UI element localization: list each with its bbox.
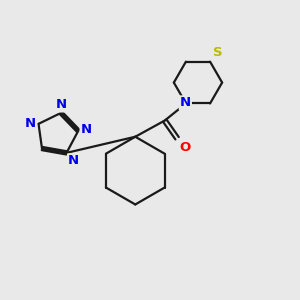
Text: O: O bbox=[179, 141, 191, 154]
Text: S: S bbox=[213, 46, 223, 59]
Text: N: N bbox=[25, 117, 36, 130]
Text: N: N bbox=[56, 98, 67, 112]
Text: N: N bbox=[180, 96, 191, 110]
Text: N: N bbox=[81, 123, 92, 136]
Text: N: N bbox=[68, 154, 79, 167]
